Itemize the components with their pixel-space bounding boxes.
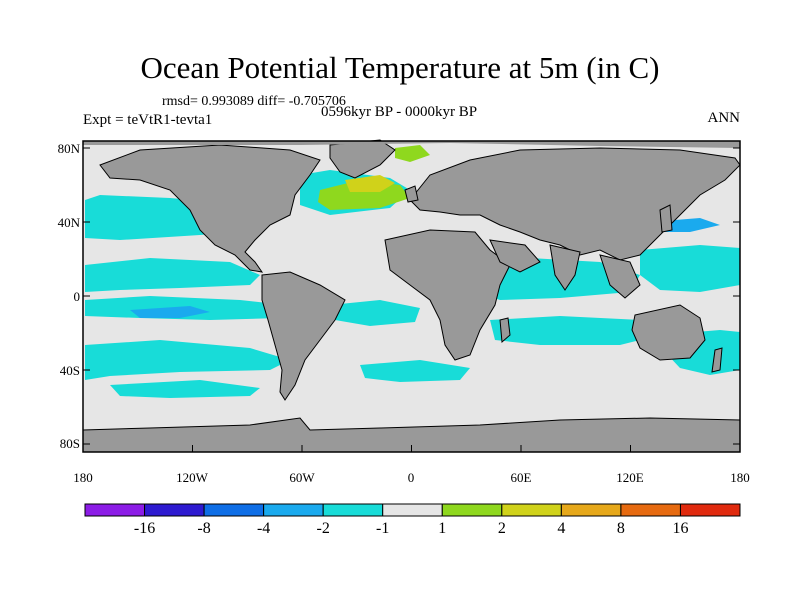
south-pacific-band (85, 340, 290, 380)
period-label: 0596kyr BP - 0000kyr BP (321, 104, 478, 120)
colorbar-label-9: 16 (672, 520, 689, 537)
africa (384, 229, 511, 361)
colorbar-label-5: 1 (438, 520, 447, 537)
south-atlantic-band (360, 360, 470, 382)
lat-label-80n: 80N (57, 141, 80, 156)
arctic-fringe (83, 141, 740, 148)
new-zealand (711, 347, 723, 373)
tropical-atlantic-band (330, 300, 420, 326)
colorbar-label-4: -1 (376, 520, 390, 537)
madagascar (499, 317, 511, 344)
colorbar-swatch-10 (679, 503, 741, 517)
colorbar-label-1: -8 (197, 520, 211, 537)
indian-ocean-south-band (490, 316, 660, 345)
lon-label-60w: 60W (289, 470, 315, 485)
colorbar-swatch-1 (144, 503, 205, 517)
warm-anomalies (318, 145, 430, 210)
india (549, 244, 581, 291)
west-pacific-band (640, 245, 740, 292)
australia (631, 304, 706, 361)
colorbar-label-0: -16 (133, 520, 156, 537)
colorbar-label-6: 2 (497, 520, 506, 537)
south-pacific-band-2 (110, 380, 260, 398)
lon-label-0: 0 (407, 470, 415, 485)
tropical-pacific-band-north (85, 258, 260, 292)
lat-label-80s: 80S (59, 436, 80, 451)
colorbar (84, 503, 741, 517)
colorbar-swatch-6 (441, 503, 503, 517)
tick-marks (82, 147, 741, 452)
colorbar-label-3: -2 (316, 520, 330, 537)
greenland-sea-warm (395, 145, 430, 162)
north-atlantic-warm-core (345, 175, 395, 192)
lon-label-60e: 60E (510, 470, 532, 485)
lat-label-40n: 40N (57, 215, 80, 230)
japan (659, 204, 673, 233)
colorbar-label-2: -4 (256, 520, 271, 537)
colorbar-swatch-4 (322, 503, 384, 517)
colorbar-swatch-5 (382, 503, 443, 517)
map-title: Ocean Potential Temperature at 5m (in C) (140, 50, 660, 85)
lat-label-40s: 40S (59, 363, 80, 378)
lon-label-120w: 120W (176, 470, 208, 485)
colorbar-label-7: 4 (557, 520, 566, 537)
lon-label-180w: 180 (73, 470, 93, 485)
lat-label-0: 0 (73, 289, 81, 304)
land-masses (82, 139, 741, 453)
pacific-cooler-patch (130, 306, 210, 318)
lon-label-120e: 120E (616, 470, 644, 485)
lon-label-180e: 180 (730, 470, 750, 485)
uk (404, 185, 419, 203)
south-america (261, 271, 346, 401)
southeast-asia (599, 254, 641, 299)
eurasia (409, 147, 741, 261)
colorbar-swatch-9 (620, 503, 681, 517)
experiment-label: Expt = teVtR1-tevta1 (83, 112, 213, 128)
rmsd-diff-stats: rmsd= 0.993089 diff= -0.705706 (162, 94, 346, 109)
colorbar-label-8: 8 (616, 520, 625, 537)
season-label: ANN (707, 110, 741, 126)
colorbar-swatch-2 (203, 503, 265, 517)
arabia (489, 239, 541, 273)
north-america (99, 144, 321, 273)
colorbar-swatch-7 (501, 503, 562, 517)
colorbar-swatch-3 (263, 503, 324, 517)
colorbar-swatch-8 (560, 503, 622, 517)
colorbar-swatch-0 (84, 503, 146, 517)
